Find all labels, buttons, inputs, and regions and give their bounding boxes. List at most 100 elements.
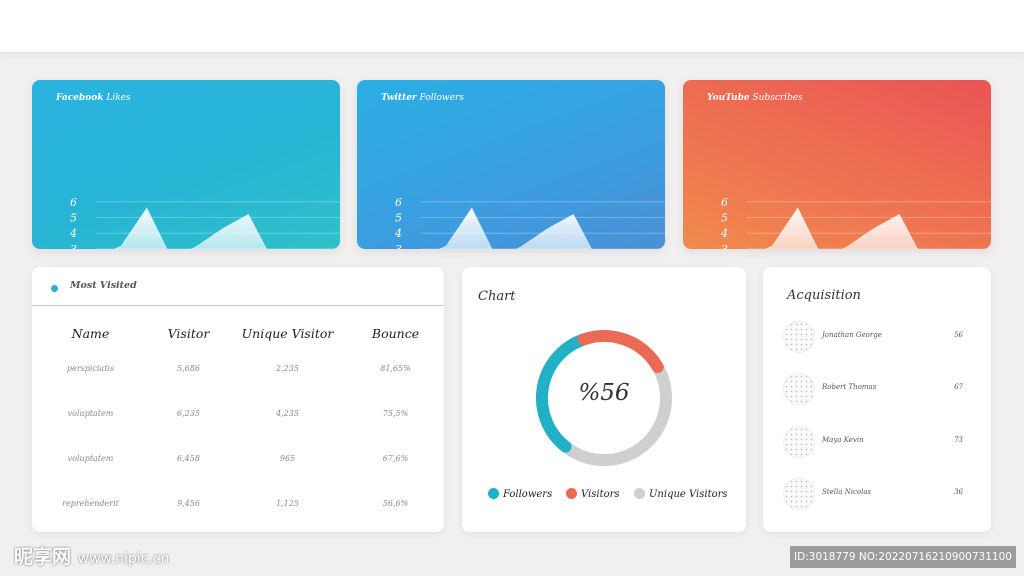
cell-visitor: 9,456: [177, 499, 200, 508]
watermark-logo: 昵享网 www.nipic.cn: [14, 546, 170, 568]
cell-bounce: 75,5%: [382, 409, 409, 418]
table-row[interactable]: voluptatem 6,235 4,235 75,5%: [32, 391, 444, 436]
legend-item-visitors[interactable]: Visitors: [566, 488, 620, 500]
column-header-bounce[interactable]: Bounce: [371, 325, 420, 341]
youtube-subscribes-chart: 0123456JanFebMarAprmayjunjulAugSepNovDes: [720, 196, 991, 249]
list-item[interactable]: Robert Thomas 67: [763, 371, 991, 405]
y-tick-label: 5: [721, 212, 728, 225]
avatar: [783, 373, 815, 405]
cell-unique-visitor: 1,125: [276, 499, 299, 508]
cell-name: voluptatem: [67, 409, 114, 418]
acquisition-value: 67: [954, 383, 963, 391]
table-row[interactable]: perspiciatis 5,686 2,235 81,65%: [32, 346, 444, 391]
y-tick-label: 4: [69, 227, 77, 240]
legend-label: Followers: [503, 489, 553, 500]
data-point: [471, 207, 472, 208]
table-row[interactable]: reprehenderit 9,456 1,125 56,6%: [32, 481, 444, 526]
acquisition-name: Stella Nicolas: [822, 488, 872, 496]
cell-bounce: 56,6%: [382, 499, 409, 508]
list-item[interactable]: Stella Nicolas 36: [763, 476, 991, 510]
data-point: [772, 245, 773, 246]
cell-bounce: 81,65%: [380, 364, 411, 373]
legend-dot-icon: [566, 488, 577, 499]
y-tick-label: 4: [394, 227, 402, 240]
data-point: [873, 228, 874, 229]
watermark-id: ID:3018779 NO:20220716210900731100: [790, 546, 1016, 568]
column-header-unique-visitor[interactable]: Unique Visitor: [241, 325, 334, 341]
cell-unique-visitor: 2,235: [276, 364, 299, 373]
area-series: [113, 207, 340, 249]
acquisition-panel: Acquisition Jonathan George 56 Robert Th…: [763, 267, 991, 532]
card-title: YouTube Subscribes: [707, 93, 803, 103]
cell-visitor: 5,686: [177, 364, 200, 373]
y-tick-label: 4: [720, 227, 728, 240]
legend-label: Visitors: [581, 489, 620, 500]
cell-name: voluptatem: [67, 454, 114, 463]
cell-unique-visitor: 4,235: [276, 409, 299, 418]
y-tick-label: 5: [70, 212, 77, 225]
most-visited-header: Most Visited: [32, 267, 444, 306]
data-point: [573, 214, 574, 215]
column-header-visitor[interactable]: Visitor: [167, 325, 210, 341]
cell-visitor: 6,458: [177, 454, 200, 463]
data-point: [446, 245, 447, 246]
avatar: [783, 321, 815, 353]
list-item[interactable]: Maya Kevin 73: [763, 424, 991, 458]
cell-name: perspiciatis: [66, 364, 115, 373]
data-point: [146, 207, 147, 208]
y-tick-label: 5: [395, 212, 402, 225]
list-item[interactable]: Jonathan George 56: [763, 319, 991, 353]
donut-center-value: %56: [578, 380, 630, 406]
card-title: Facebook Likes: [56, 93, 131, 103]
table-row[interactable]: voluptatem 6,458 965 67,6%: [32, 436, 444, 481]
most-visited-panel: Most Visited Name Visitor Unique Visitor…: [32, 267, 444, 532]
avatar: [783, 478, 815, 510]
avatar: [783, 426, 815, 458]
data-point: [522, 245, 523, 246]
y-tick-label: 3: [721, 243, 728, 249]
data-point: [121, 245, 122, 246]
acquisition-name: Maya Kevin: [822, 436, 864, 444]
bullet-dot-icon: [51, 285, 58, 292]
data-point: [899, 214, 900, 215]
card-title: Twitter Followers: [381, 93, 464, 103]
data-point: [222, 228, 223, 229]
table-header-row: Name Visitor Unique Visitor Bounce: [32, 320, 444, 346]
y-tick-label: 3: [395, 243, 402, 249]
donut-chart[interactable]: [462, 267, 746, 532]
acquisition-name: Jonathan George: [822, 331, 882, 339]
legend-item-followers[interactable]: Followers: [488, 488, 552, 500]
top-bar: [0, 0, 1024, 52]
cell-visitor: 6,235: [177, 409, 200, 418]
acquisition-value: 56: [954, 331, 963, 339]
most-visited-title: Most Visited: [70, 280, 137, 291]
acquisition-value: 73: [954, 436, 963, 444]
legend-dot-icon: [488, 488, 499, 499]
facebook-likes-chart: 0123456JanFebMarAprmayjunjulAugSepNovDes: [69, 196, 340, 249]
y-tick-label: 6: [70, 196, 77, 209]
legend-dot-icon: [634, 488, 645, 499]
twitter-followers-card[interactable]: Twitter Followers 0123456JanFebMarAprmay…: [357, 80, 665, 249]
y-tick-label: 6: [395, 196, 402, 209]
cell-name: reprehenderit: [62, 499, 119, 508]
legend-label: Unique Visitors: [649, 489, 728, 500]
y-tick-label: 3: [70, 243, 77, 249]
acquisition-value: 36: [954, 488, 963, 496]
donut-segment: [535, 333, 590, 453]
area-series: [438, 207, 665, 249]
acquisition-title: Acquisition: [787, 288, 861, 303]
facebook-likes-card[interactable]: Facebook Likes 0123456JanFebMarAprmayjun…: [32, 80, 340, 249]
data-point: [197, 245, 198, 246]
data-point: [797, 207, 798, 208]
donut-segment: [577, 330, 664, 373]
data-point: [248, 214, 249, 215]
youtube-subscribes-card[interactable]: YouTube Subscribes 0123456JanFebMarAprma…: [683, 80, 991, 249]
twitter-followers-chart: 0123456JanFebMarAprmayjunjulAugSepNovDes: [394, 196, 665, 249]
column-header-name[interactable]: Name: [71, 325, 110, 341]
cell-bounce: 67,6%: [382, 454, 409, 463]
y-tick-label: 6: [721, 196, 728, 209]
legend-item-unique-visitors[interactable]: Unique Visitors: [634, 488, 728, 500]
cell-unique-visitor: 965: [279, 454, 296, 463]
data-point: [547, 228, 548, 229]
data-point: [848, 245, 849, 246]
